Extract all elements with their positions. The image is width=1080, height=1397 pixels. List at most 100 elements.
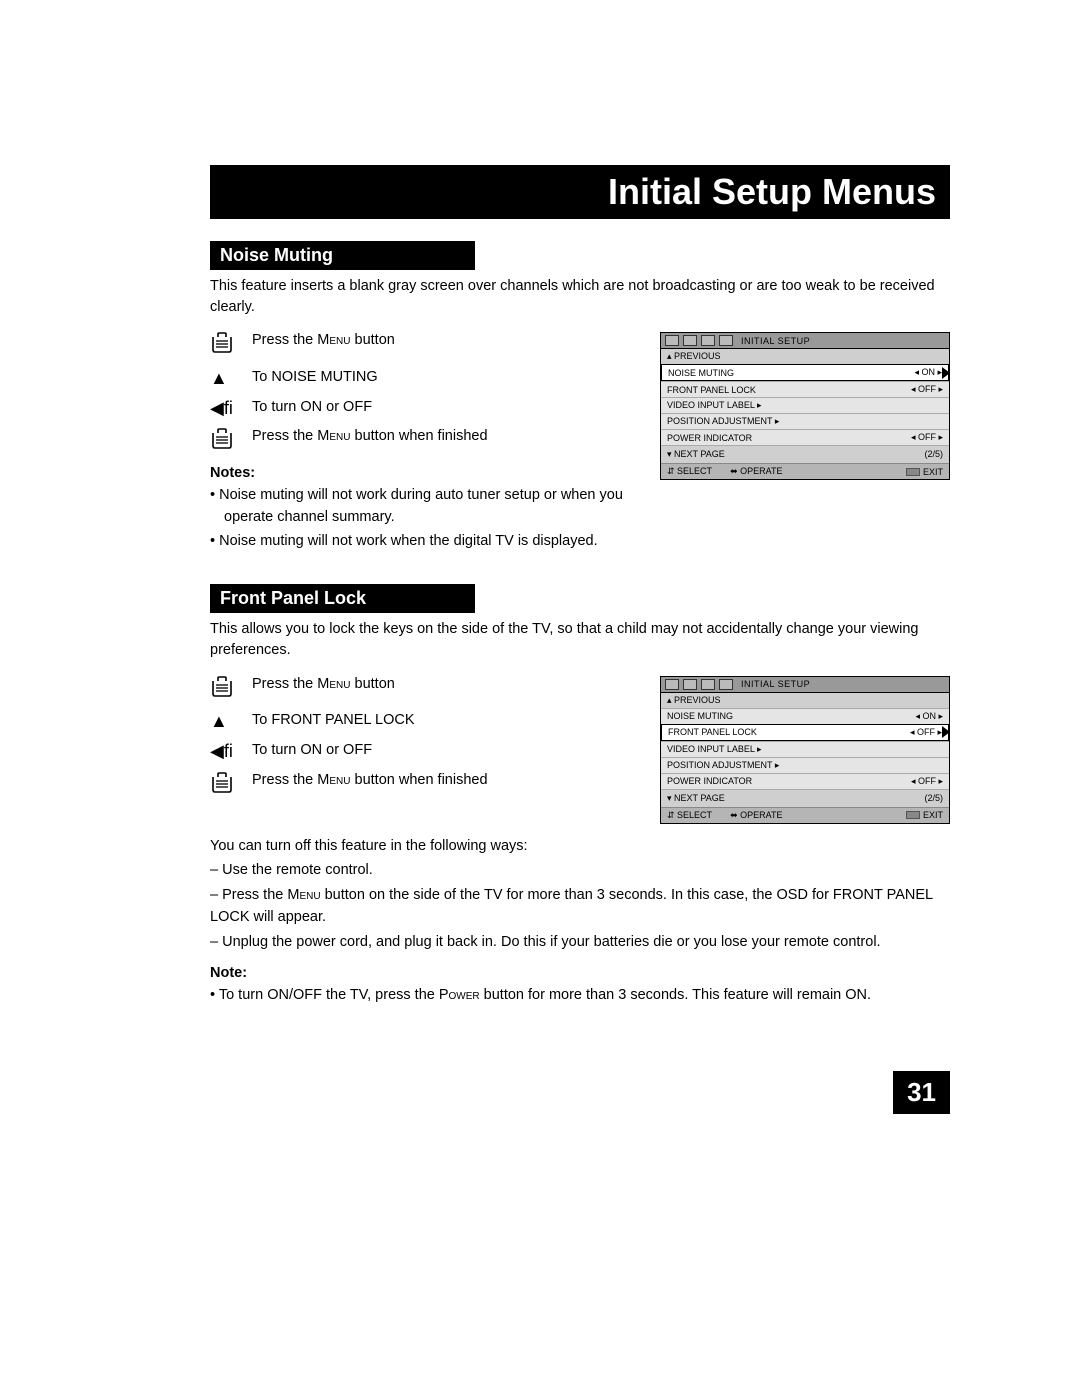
step-icon: ◀ﬁ: [210, 399, 252, 419]
instruction-step: Press the Menu button: [210, 332, 638, 359]
osd-header: INITIAL SETUP: [661, 333, 949, 349]
extra-line: – Press the Menu button on the side of t…: [210, 885, 950, 929]
osd-row-value: ◂ ON ▸: [914, 367, 942, 378]
osd-page-info: (2/5): [924, 449, 943, 460]
osd-body: NOISE MUTING ◂ ON ▸ FRONT PANEL LOCK ◂ O…: [661, 364, 949, 445]
osd-row-label: VIDEO INPUT LABEL ▸: [667, 744, 762, 755]
left-right-triangle-icon: ◀ﬁ: [210, 741, 233, 761]
section-description: This allows you to lock the keys on the …: [210, 619, 950, 661]
selection-cursor-icon: [942, 367, 950, 379]
osd-row-value: ◂ OFF ▸: [911, 384, 943, 395]
osd-row-label: POSITION ADJUSTMENT ▸: [667, 760, 779, 771]
step-text: Press the Menu button: [252, 332, 395, 348]
osd-footer: ⇵ SELECT ⬌ OPERATE EXIT: [661, 463, 949, 479]
note-item: • Noise muting will not work when the di…: [210, 531, 638, 553]
osd-tab-icon: [719, 335, 733, 346]
osd-footer-select: ⇵ SELECT: [667, 466, 712, 477]
osd-header: INITIAL SETUP: [661, 677, 949, 693]
note-item: • To turn ON/OFF the TV, press the Power…: [210, 985, 950, 1007]
instruction-step: Press the Menu button when finished: [210, 428, 638, 455]
notes-title: Notes:: [210, 465, 638, 481]
menu-small-icon: [906, 811, 920, 819]
page-number: 31: [893, 1071, 950, 1114]
osd-next-label: ▾ NEXT PAGE: [667, 449, 725, 460]
section: Front Panel Lock This allows you to lock…: [210, 584, 950, 1007]
osd-row-label: FRONT PANEL LOCK: [667, 385, 756, 395]
osd-footer-exit: EXIT: [906, 810, 943, 821]
osd-header-text: INITIAL SETUP: [741, 679, 810, 689]
osd-tab-icon: [683, 335, 697, 346]
osd-next-label: ▾ NEXT PAGE: [667, 793, 725, 804]
menu-button-icon: [210, 332, 234, 354]
step-text: Press the Menu button when finished: [252, 428, 488, 444]
osd-menu-row: NOISE MUTING ◂ ON ▸: [661, 364, 949, 381]
osd-page-info: (2/5): [924, 793, 943, 804]
step-text: Press the Menu button when finished: [252, 772, 488, 788]
osd-menu-row: VIDEO INPUT LABEL ▸: [661, 741, 949, 757]
osd-row-label: VIDEO INPUT LABEL ▸: [667, 400, 762, 411]
note-item: • Noise muting will not work during auto…: [210, 485, 638, 529]
osd-tab-icon: [665, 335, 679, 346]
left-right-triangle-icon: ◀ﬁ: [210, 398, 233, 418]
instruction-step: ◀ﬁ To turn ON or OFF: [210, 742, 638, 762]
section-title: Noise Muting: [210, 241, 475, 270]
osd-row-label: POWER INDICATOR: [667, 433, 752, 443]
osd-menu-row: POSITION ADJUSTMENT ▸: [661, 757, 949, 773]
osd-row-value: ◂ OFF ▸: [910, 727, 942, 738]
osd-menu-row: POWER INDICATOR ◂ OFF ▸: [661, 429, 949, 445]
osd-row-label: NOISE MUTING: [668, 368, 734, 378]
step-text: To turn ON or OFF: [252, 399, 372, 415]
osd-footer-select: ⇵ SELECT: [667, 810, 712, 821]
step-text: Press the Menu button: [252, 676, 395, 692]
instruction-step: Press the Menu button: [210, 676, 638, 703]
selection-cursor-icon: [942, 726, 950, 738]
step-text: To FRONT PANEL LOCK: [252, 712, 415, 728]
notes-list: • Noise muting will not work during auto…: [210, 485, 638, 552]
osd-tab-icon: [701, 335, 715, 346]
page-content: Initial Setup Menus Noise Muting This fe…: [210, 165, 950, 1009]
up-triangle-icon: ▲: [210, 711, 228, 731]
osd-menu-row: POWER INDICATOR ◂ OFF ▸: [661, 773, 949, 789]
step-icon: [210, 428, 252, 455]
osd-row-label: POSITION ADJUSTMENT ▸: [667, 416, 779, 427]
extra-line: You can turn off this feature in the fol…: [210, 836, 950, 858]
osd-row-label: NOISE MUTING: [667, 711, 733, 721]
section-title: Front Panel Lock: [210, 584, 475, 613]
osd-row-value: ◂ OFF ▸: [911, 776, 943, 787]
osd-footer: ⇵ SELECT ⬌ OPERATE EXIT: [661, 807, 949, 823]
osd-menu-row: POSITION ADJUSTMENT ▸: [661, 413, 949, 429]
osd-tab-icon: [701, 679, 715, 690]
up-triangle-icon: ▲: [210, 368, 228, 388]
osd-footer-operate: ⬌ OPERATE: [730, 466, 782, 477]
section-description: This feature inserts a blank gray screen…: [210, 276, 950, 318]
page-title: Initial Setup Menus: [210, 165, 950, 219]
instruction-steps: Press the Menu button ▲ To NOISE MUTING …: [210, 332, 638, 554]
osd-tab-icon: [665, 679, 679, 690]
osd-header-text: INITIAL SETUP: [741, 336, 810, 346]
step-text: To turn ON or OFF: [252, 742, 372, 758]
osd-row-label: POWER INDICATOR: [667, 776, 752, 786]
step-icon: ▲: [210, 369, 252, 389]
step-icon: [210, 676, 252, 703]
osd-previous: ▴ PREVIOUS: [661, 693, 949, 708]
step-icon: [210, 332, 252, 359]
extra-line: – Unplug the power cord, and plug it bac…: [210, 932, 950, 954]
notes-title: Note:: [210, 965, 950, 981]
osd-footer-operate: ⬌ OPERATE: [730, 810, 782, 821]
step-icon: [210, 772, 252, 799]
notes-list: • To turn ON/OFF the TV, press the Power…: [210, 985, 950, 1007]
osd-next: ▾ NEXT PAGE (2/5): [661, 789, 949, 807]
menu-small-icon: [906, 468, 920, 476]
osd-screenshot: INITIAL SETUP ▴ PREVIOUS NOISE MUTING ◂ …: [660, 676, 950, 824]
osd-tab-icon: [683, 679, 697, 690]
menu-button-icon: [210, 428, 234, 450]
instruction-step: ◀ﬁ To turn ON or OFF: [210, 399, 638, 419]
osd-menu-row: FRONT PANEL LOCK ◂ OFF ▸: [661, 381, 949, 397]
osd-tab-icon: [719, 679, 733, 690]
step-text: To NOISE MUTING: [252, 369, 378, 385]
osd-next: ▾ NEXT PAGE (2/5): [661, 445, 949, 463]
osd-menu-row: FRONT PANEL LOCK ◂ OFF ▸: [661, 724, 949, 741]
osd-footer-exit: EXIT: [906, 466, 943, 477]
osd-row-value: ◂ OFF ▸: [911, 432, 943, 443]
osd-previous: ▴ PREVIOUS: [661, 349, 949, 364]
